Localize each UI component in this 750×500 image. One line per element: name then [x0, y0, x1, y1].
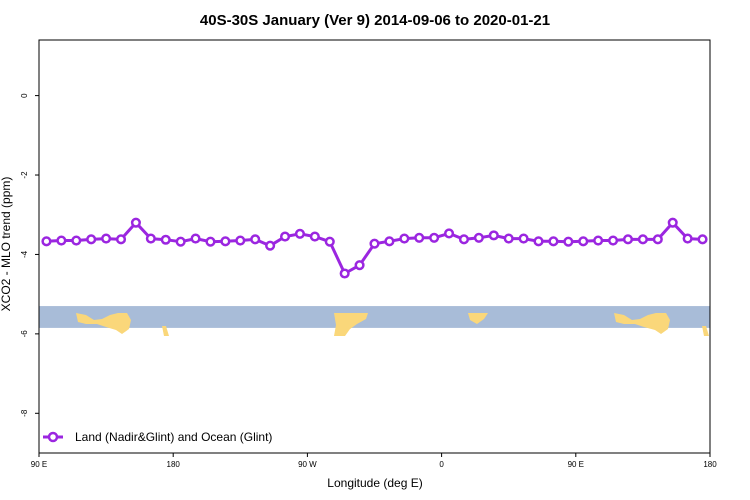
data-point	[250, 234, 261, 245]
y-axis-label: XCO2 - MLO trend (ppm)	[0, 177, 13, 312]
plot-frame	[38, 39, 711, 454]
data-point	[324, 236, 335, 247]
data-point	[444, 228, 455, 239]
data-point	[294, 228, 305, 239]
data-point	[533, 236, 544, 247]
data-point	[354, 260, 365, 271]
data-point	[190, 233, 201, 244]
data-point	[637, 234, 648, 245]
data-point	[488, 230, 499, 241]
australia-land-2	[614, 313, 670, 334]
data-point	[548, 236, 559, 247]
ocean-band	[39, 306, 710, 328]
data-point	[682, 233, 693, 244]
x-tick-label: 180	[167, 460, 181, 469]
data-point	[71, 235, 82, 246]
series-layer	[41, 217, 708, 279]
data-point	[622, 234, 634, 245]
data-point	[518, 233, 529, 244]
data-point	[309, 231, 320, 242]
data-point	[503, 233, 514, 244]
data-point	[473, 232, 484, 243]
legend-marker	[47, 431, 59, 443]
data-point	[429, 232, 440, 243]
data-point	[384, 236, 395, 247]
data-point	[175, 236, 186, 247]
data-point	[369, 238, 380, 249]
data-point	[399, 233, 410, 244]
legend-label: Land (Nadir&Glint) and Ocean (Glint)	[75, 430, 272, 444]
x-tick-label: 180	[703, 460, 717, 469]
data-point	[235, 235, 246, 246]
data-point	[563, 236, 574, 247]
data-point	[697, 234, 708, 245]
data-point	[339, 268, 350, 279]
data-point	[41, 236, 52, 247]
data-point	[652, 234, 663, 245]
y-tick-label: -8	[20, 409, 29, 417]
y-tick-label: -4	[20, 250, 29, 258]
x-axis: 90 E 180 90 W 0 90 E 180	[31, 453, 717, 469]
data-point	[115, 234, 127, 245]
data-point	[160, 234, 171, 245]
data-point	[414, 232, 425, 243]
australia-land	[76, 313, 131, 334]
y-tick-label: 0	[20, 93, 29, 98]
data-point	[56, 235, 67, 246]
data-point	[458, 234, 470, 245]
x-tick-label: 90 E	[31, 460, 47, 469]
data-point	[667, 217, 678, 228]
x-tick-label: 90 W	[298, 460, 317, 469]
data-point	[205, 236, 216, 247]
africa-land	[468, 313, 488, 324]
data-point	[279, 231, 291, 242]
data-point	[130, 217, 141, 228]
legend: Land (Nadir&Glint) and Ocean (Glint)	[43, 430, 272, 444]
data-point	[145, 233, 156, 244]
y-tick-label: -2	[20, 171, 29, 179]
new-zealand-land	[162, 326, 169, 336]
south-america-land	[334, 313, 368, 336]
data-point	[608, 235, 619, 246]
data-point	[86, 234, 97, 245]
x-axis-label: Longitude (deg E)	[327, 476, 422, 490]
new-zealand-land-2	[702, 326, 709, 336]
data-point	[265, 240, 276, 251]
data-point	[593, 235, 604, 246]
data-point	[220, 236, 231, 247]
x-tick-label: 0	[439, 460, 444, 469]
x-tick-label: 90 E	[568, 460, 584, 469]
data-point	[101, 233, 112, 244]
world-map-strip	[39, 306, 710, 336]
y-tick-label: -6	[20, 330, 29, 338]
y-axis: 0 -2 -4 -6 -8	[20, 93, 39, 417]
chart-title: 40S-30S January (Ver 9) 2014-09-06 to 20…	[200, 12, 550, 29]
data-point	[578, 236, 589, 247]
